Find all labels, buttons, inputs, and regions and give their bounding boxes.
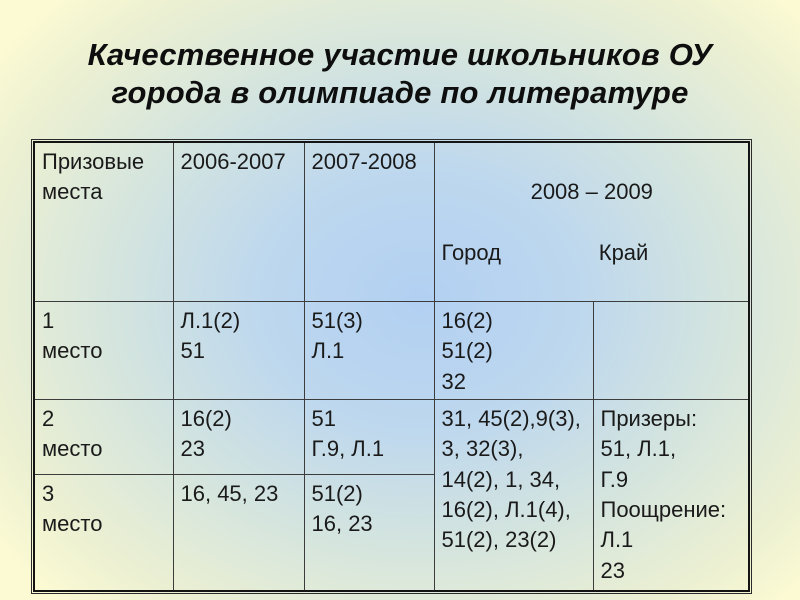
cell-place2-3-2008-2009-city: 31, 45(2),9(3), 3, 32(3), 14(2), 1, 34, … xyxy=(433,398,594,592)
cell-place1-2006-2007: Л.1(2) 51 xyxy=(172,300,305,400)
cell-place2-3-2008-2009-region: Призеры: 51, Л.1, Г.9 Поощрение: Л.1 23 xyxy=(592,398,750,592)
header-year-2008-2009: 2008 – 2009 Город Край xyxy=(433,141,750,302)
cell-place1-2008-2009-region xyxy=(592,300,750,400)
header-year-2008-2009-sublabels: Город Край xyxy=(442,238,743,268)
header-sub-city: Город xyxy=(441,240,502,266)
table-row-place-3: 3 место 16, 45, 23 51(2) 16, 23 xyxy=(33,473,749,592)
header-prize-places: Призовые места xyxy=(33,141,174,302)
cell-place2-2006-2007: 16(2) 23 xyxy=(172,398,305,475)
header-year-2007-2008: 2007-2008 xyxy=(303,141,435,302)
cell-place3-2006-2007: 16, 45, 23 xyxy=(172,473,305,592)
cell-place1-2007-2008: 51(3) Л.1 xyxy=(303,300,435,400)
table-header-row: Призовые места 2006-2007 2007-2008 2008 … xyxy=(33,141,750,302)
cell-place1-2008-2009-city: 16(2) 51(2) 32 xyxy=(433,300,594,400)
cell-place-1: 1 место xyxy=(33,300,174,400)
slide-title: Качественное участие школьников ОУ город… xyxy=(87,37,713,110)
table-row-place-1: 1 место Л.1(2) 51 51(3) Л.1 16(2) 51(2) … xyxy=(33,300,750,400)
olympiad-results-table: Призовые места 2006-2007 2007-2008 2008 … xyxy=(31,138,752,595)
header-year-2006-2007: 2006-2007 xyxy=(172,141,305,302)
cell-place2-2007-2008: 51 Г.9, Л.1 xyxy=(303,398,435,475)
table-row-place-2: 2 место 16(2) 23 51 Г.9, Л.1 31, 45(2),9… xyxy=(33,398,750,592)
header-year-2008-2009-label: 2008 – 2009 xyxy=(530,179,653,205)
cell-place-3: 3 место xyxy=(33,473,174,592)
header-sub-region: Край xyxy=(598,240,649,266)
cell-place-2: 2 место xyxy=(33,398,174,475)
cell-place3-2007-2008: 51(2) 16, 23 xyxy=(303,473,435,592)
